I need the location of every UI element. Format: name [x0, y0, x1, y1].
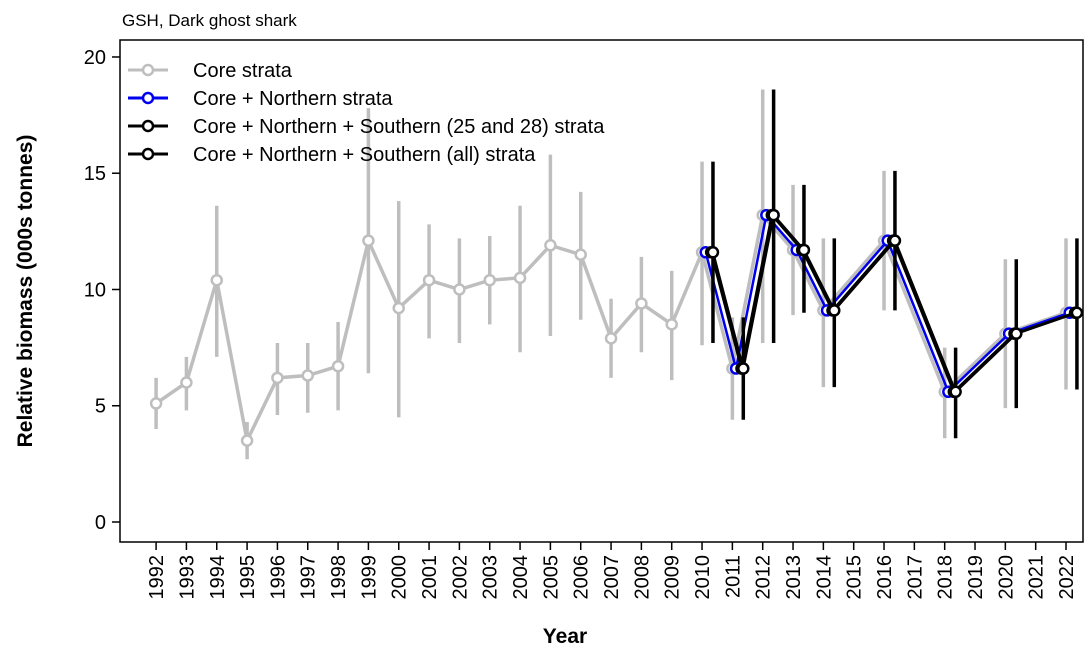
legend-marker — [141, 91, 155, 105]
x-tick-label: 2014 — [813, 555, 835, 600]
x-tick-label: 2011 — [722, 555, 744, 598]
data-point — [767, 208, 780, 222]
data-point — [828, 304, 841, 317]
legend-label: Core + Northern strata — [193, 88, 393, 110]
legend-marker — [141, 147, 155, 161]
y-tick-label: 20 — [84, 47, 106, 69]
data-point — [362, 234, 375, 247]
data-point — [422, 273, 436, 287]
data-point — [1010, 327, 1023, 340]
data-point — [797, 243, 811, 257]
x-tick-label: 1996 — [267, 555, 289, 600]
x-tick-label: 1997 — [298, 555, 320, 600]
x-tick-label: 2017 — [904, 555, 926, 600]
x-axis-label: Year — [543, 625, 587, 648]
x-tick-label: 2019 — [965, 555, 987, 600]
x-tick-label: 2003 — [480, 555, 502, 600]
y-tick-label: 5 — [95, 396, 106, 418]
x-tick-label: 2021 — [1026, 555, 1048, 600]
x-tick-label: 2015 — [844, 555, 866, 600]
x-tick-label: 2004 — [510, 555, 532, 600]
legend-marker — [141, 119, 155, 133]
x-tick-label: 2009 — [662, 555, 684, 600]
x-tick-label: 2006 — [571, 555, 593, 600]
x-tick-label: 1994 — [207, 555, 229, 600]
x-tick-label: 1992 — [146, 555, 168, 600]
legend-label: Core strata — [193, 60, 293, 82]
data-point — [737, 362, 750, 375]
data-point — [513, 271, 527, 285]
x-tick-label: 2018 — [935, 555, 957, 600]
data-point — [271, 371, 284, 385]
x-tick-label: 1999 — [358, 555, 380, 600]
x-tick-label: 2001 — [419, 555, 441, 600]
chart-title: GSH, Dark ghost shark — [122, 11, 297, 30]
x-tick-label: 1993 — [176, 555, 198, 600]
x-tick-label: 2000 — [389, 555, 411, 600]
x-tick-label: 2020 — [995, 555, 1017, 600]
x-tick-label: 2008 — [631, 555, 653, 600]
plot-frame — [119, 39, 1084, 543]
data-point — [210, 273, 224, 287]
data-point — [331, 359, 345, 373]
data-point — [1070, 306, 1084, 319]
x-tick-label: 2010 — [692, 555, 714, 600]
legend-label: Core + Northern + Southern (all) strata — [193, 144, 536, 166]
data-point — [392, 301, 405, 315]
y-tick-label: 10 — [84, 279, 106, 301]
data-point — [483, 273, 496, 287]
legend-label: Core + Northern + Southern (25 and 28) s… — [193, 116, 605, 138]
data-point — [240, 434, 254, 447]
legend-marker — [141, 63, 155, 77]
data-point — [888, 234, 902, 247]
x-tick-label: 2007 — [601, 555, 623, 600]
data-point — [149, 397, 163, 410]
y-tick-label: 0 — [95, 512, 106, 534]
data-point — [949, 385, 962, 399]
x-tick-label: 2002 — [449, 555, 471, 600]
data-point — [453, 283, 466, 296]
y-axis-label: Relative biomass (000s tonnes) — [14, 135, 37, 448]
data-point — [604, 332, 618, 345]
data-point — [706, 246, 720, 259]
data-point — [665, 318, 678, 331]
x-tick-label: 2012 — [753, 555, 775, 600]
data-point — [180, 376, 193, 389]
y-tick-label: 15 — [84, 163, 106, 185]
x-tick-label: 2022 — [1056, 555, 1078, 600]
x-tick-label: 2013 — [783, 555, 805, 600]
x-tick-label: 1995 — [237, 555, 259, 600]
x-tick-label: 2016 — [874, 555, 896, 600]
data-point — [301, 369, 314, 382]
data-point — [574, 248, 587, 261]
data-point — [635, 297, 648, 310]
x-tick-label: 1998 — [328, 555, 350, 600]
x-tick-label: 2005 — [540, 555, 562, 600]
data-point — [544, 239, 557, 252]
